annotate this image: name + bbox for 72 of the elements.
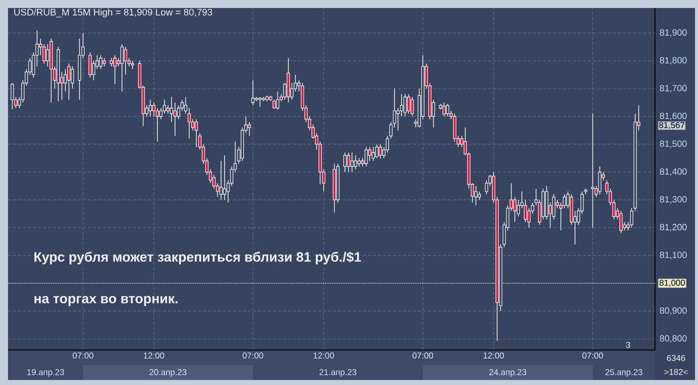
candlestick xyxy=(156,108,159,142)
y-tick-label: 81,100 xyxy=(660,252,687,260)
annotation: на торгах во вторник. xyxy=(34,296,178,306)
candlestick xyxy=(46,44,50,67)
chart-title: USD/RUB_M 15M High = 81,909 Low = 80,793 xyxy=(14,8,212,18)
text: 6346 xyxy=(666,354,686,361)
candlestick xyxy=(258,96,262,108)
candlestick xyxy=(99,54,102,70)
candlestick xyxy=(10,82,14,110)
y-tick-label: 80,800 xyxy=(660,335,687,343)
candlestick xyxy=(368,146,372,162)
y-tick-label: 81,800 xyxy=(660,57,687,65)
candlestick xyxy=(619,210,623,234)
y-tick-label: 81,500 xyxy=(660,140,687,148)
candlestick xyxy=(442,102,446,117)
x-tick-label: 07:00 xyxy=(412,352,434,359)
x-tick-label: 12:00 xyxy=(144,352,164,359)
candlestick xyxy=(410,96,414,117)
candlestick xyxy=(375,144,378,158)
candlestick xyxy=(446,104,450,117)
text: 21.апр.23 xyxy=(319,369,356,377)
candlestick xyxy=(120,44,124,92)
candlestick xyxy=(188,108,191,140)
y-tick-label: 81,700 xyxy=(660,84,687,92)
candlestick xyxy=(346,152,350,172)
y-tick-label: 81,200 xyxy=(660,224,687,232)
x-tick-label: 07:00 xyxy=(242,352,264,359)
y-tick-label: 81,600 xyxy=(660,112,687,120)
candlestick xyxy=(386,136,389,153)
candlestick xyxy=(70,66,74,89)
candlestick xyxy=(194,118,198,148)
candlestick xyxy=(598,166,602,195)
text: 81,567 xyxy=(659,122,684,130)
text: 19.апр.23 xyxy=(27,369,64,377)
text: 20.апр.23 xyxy=(150,369,186,377)
text: >182< xyxy=(664,368,688,375)
text: 24.апр.23 xyxy=(489,369,526,377)
candlestick xyxy=(113,54,116,85)
candlestick xyxy=(343,152,347,172)
candlestick xyxy=(223,155,226,200)
candlestick xyxy=(131,60,134,70)
candlestick xyxy=(124,46,128,76)
candlestick xyxy=(350,152,354,172)
x-tick-label: 07:00 xyxy=(72,352,94,359)
candlestick xyxy=(220,160,223,200)
candlestick xyxy=(148,99,152,117)
annotation: 3 xyxy=(626,342,630,348)
candlestick xyxy=(404,94,407,117)
candlestick xyxy=(474,186,478,206)
y-tick-label: 80,900 xyxy=(660,307,687,315)
candlestick xyxy=(372,146,375,162)
ref-line-label: 81,000 xyxy=(660,280,685,287)
x-tick-label: 12:00 xyxy=(314,352,334,359)
candlestick xyxy=(251,80,255,106)
y-tick-label: 81,300 xyxy=(660,196,687,204)
candlestick xyxy=(276,91,280,110)
candlestick xyxy=(67,63,70,100)
candlestick xyxy=(248,122,251,136)
text: 25.апр.23 xyxy=(605,369,642,377)
x-tick-label: 12:00 xyxy=(484,352,504,359)
candlestick xyxy=(286,58,290,103)
x-tick-label: 07:00 xyxy=(582,352,603,359)
annotation: Курс рубля может закрепиться вблизи 81 руб./$1 xyxy=(34,252,361,264)
y-tick-label: 81,400 xyxy=(660,168,687,176)
candlestick xyxy=(354,155,358,170)
candlestick xyxy=(364,146,368,167)
y-tick-label: 81,900 xyxy=(660,29,687,37)
candlestick xyxy=(562,194,566,209)
candlestick xyxy=(378,144,382,158)
candlestick xyxy=(591,113,594,228)
candlestick xyxy=(407,94,410,114)
candlestick xyxy=(88,52,92,78)
